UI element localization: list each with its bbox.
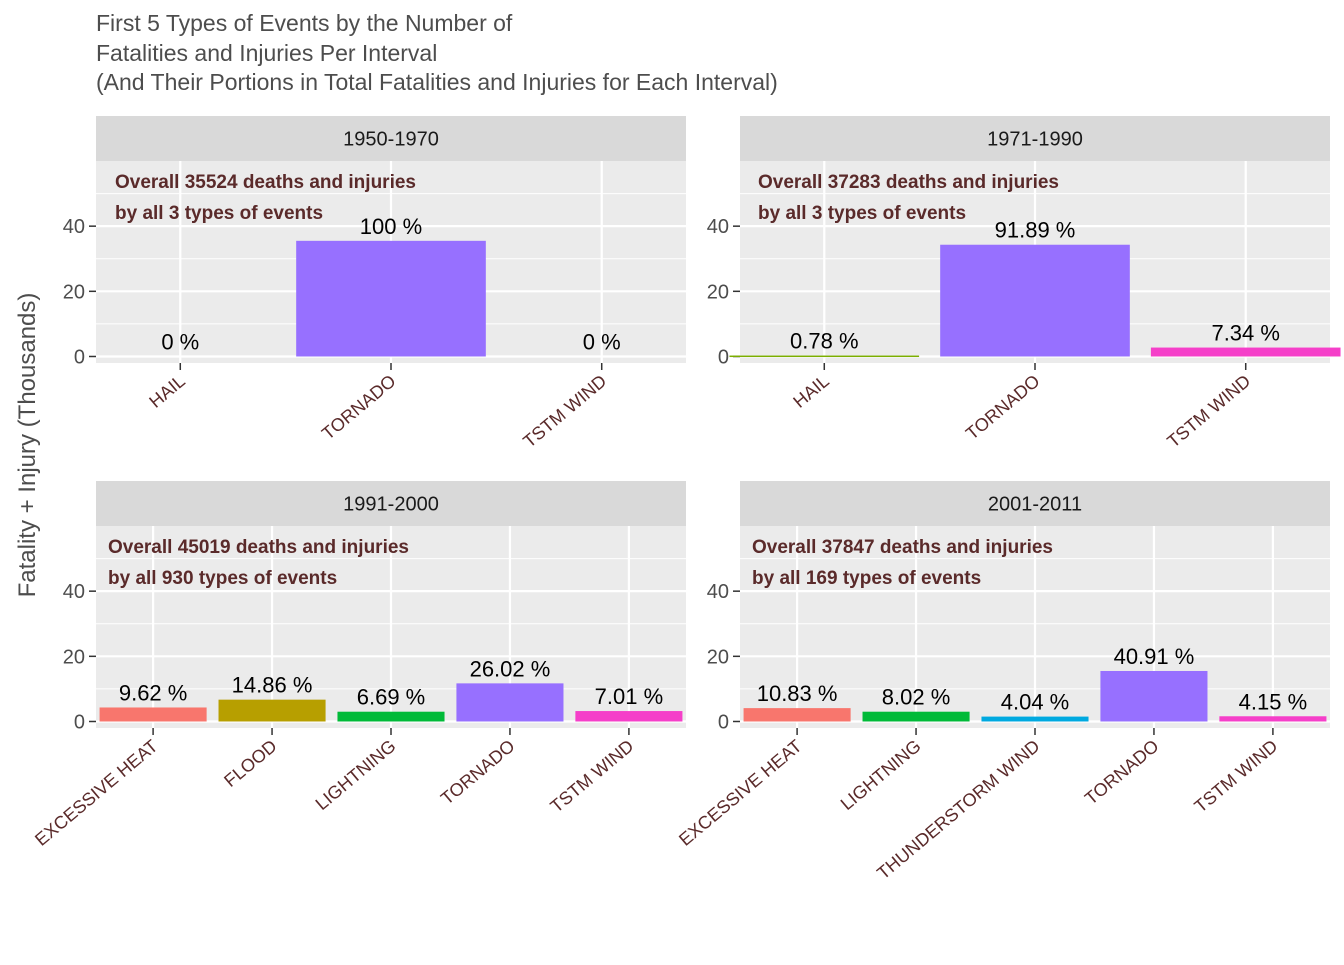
- annotation-line: by all 3 types of events: [758, 203, 966, 224]
- panel-2001-2011: 2001-2011 0 20 40 10.83 % EXCESSIVE HEAT 8.02 …: [675, 481, 1330, 883]
- annotation-line: Overall 37847 deaths and injuries: [752, 537, 1053, 558]
- y-tick-label: 20: [707, 281, 729, 303]
- bar-value-label: 0 %: [161, 329, 199, 354]
- bar-value-label: 40.91 %: [1114, 644, 1195, 669]
- x-tick-label: LIGHTNING: [837, 736, 925, 814]
- x-tick-label: FLOOD: [220, 736, 280, 791]
- facet-strip: [96, 481, 686, 526]
- x-tick-label: TSTM WIND: [519, 371, 610, 452]
- annotation-line: by all 930 types of events: [108, 568, 337, 589]
- bar-value-label: 4.04 %: [1001, 690, 1070, 715]
- y-tick-label: 0: [718, 711, 729, 733]
- y-tick-label: 0: [74, 711, 85, 733]
- bar-value-label: 7.01 %: [595, 684, 664, 709]
- x-tick-label: TSTM WIND: [1190, 736, 1281, 817]
- chart-title-line-1: First 5 Types of Events by the Number of: [96, 10, 513, 36]
- bar-flood: [218, 699, 326, 722]
- bar-value-label: 0 %: [583, 329, 621, 354]
- annotation-line: Overall 45019 deaths and injuries: [108, 537, 409, 558]
- facet-strip-label: 2001-2011: [988, 494, 1082, 516]
- annotation-line: Overall 35524 deaths and injuries: [115, 172, 416, 193]
- x-tick-label: TSTM WIND: [1163, 371, 1254, 452]
- bar-lightning: [337, 711, 445, 722]
- facet-strip-label: 1950-1970: [343, 129, 439, 151]
- y-tick-label: 40: [63, 581, 85, 603]
- bar-value-label: 0.78 %: [790, 329, 859, 354]
- bar-thunderstorm-wind: [981, 716, 1089, 722]
- y-tick-label: 20: [707, 646, 729, 668]
- annotation-line: Overall 37283 deaths and injuries: [758, 172, 1059, 193]
- x-tick-label: TORNADO: [437, 736, 519, 809]
- bar-value-label: 6.69 %: [357, 685, 426, 710]
- facet-strip-label: 1971-1990: [987, 129, 1083, 151]
- x-tick-label: TORNADO: [318, 371, 400, 444]
- facet-strip: [96, 116, 686, 161]
- x-tick-label: LIGHTNING: [312, 736, 400, 814]
- x-tick-label: EXCESSIVE HEAT: [675, 736, 806, 850]
- annotation-line: by all 169 types of events: [752, 568, 981, 589]
- chart-title-line-2: Fatalities and Injuries Per Interval: [96, 40, 438, 66]
- chart-title-line-3: (And Their Portions in Total Fatalities …: [96, 69, 778, 95]
- bar-tornado: [1100, 670, 1208, 722]
- facet-strip: [740, 481, 1330, 526]
- bar-value-label: 8.02 %: [882, 685, 951, 710]
- bar-excessive-heat: [743, 708, 851, 722]
- y-tick-label: 20: [63, 281, 85, 303]
- x-tick-label: TORNADO: [962, 371, 1044, 444]
- bar-tornado: [940, 244, 1130, 357]
- bar-tornado: [296, 240, 486, 357]
- panel-1950-1970: 1950-1970 0 20 40 0 % HAIL 100 % TORNADO 0 % TSTM…: [63, 116, 686, 452]
- bar-value-label: 10.83 %: [757, 681, 838, 706]
- bar-tstm-wind: [575, 711, 683, 722]
- bar-value-label: 100 %: [360, 214, 422, 239]
- x-tick-label: HAIL: [145, 371, 189, 412]
- x-tick-label: EXCESSIVE HEAT: [31, 736, 162, 850]
- y-tick-label: 40: [63, 216, 85, 238]
- bar-excessive-heat: [99, 707, 207, 722]
- bar-value-label: 91.89 %: [995, 218, 1076, 243]
- bar-tstm-wind: [1219, 716, 1327, 722]
- bar-value-label: 26.02 %: [470, 656, 551, 681]
- y-tick-label: 20: [63, 646, 85, 668]
- facet-strip-label: 1991-2000: [343, 494, 439, 516]
- y-tick-label: 40: [707, 216, 729, 238]
- y-tick-label: 40: [707, 581, 729, 603]
- bar-value-label: 9.62 %: [119, 680, 188, 705]
- bar-value-label: 7.34 %: [1211, 321, 1280, 346]
- bar-value-label: 4.15 %: [1239, 689, 1308, 714]
- annotation-line: by all 3 types of events: [115, 203, 323, 224]
- y-tick-label: 0: [718, 346, 729, 368]
- panel-1991-2000: 1991-2000 0 20 40 9.62 % EXCESSIVE HEAT 14.86 …: [31, 481, 686, 850]
- x-tick-label: TORNADO: [1081, 736, 1163, 809]
- bar-tstm-wind: [1150, 347, 1341, 357]
- x-tick-label: TSTM WIND: [546, 736, 637, 817]
- y-axis-title: Fatality + Injury (Thousands): [14, 292, 41, 598]
- y-tick-label: 0: [74, 346, 85, 368]
- panel-1971-1990: 1971-1990 0 20 40 0.78 % HAIL 91.89 % TORNADO 7.…: [707, 116, 1341, 452]
- bar-value-label: 14.86 %: [232, 673, 313, 698]
- bar-hail: [729, 355, 920, 358]
- facet-strip: [740, 116, 1330, 161]
- bar-tornado: [456, 683, 564, 722]
- x-tick-label: HAIL: [789, 371, 833, 412]
- bar-lightning: [862, 711, 970, 722]
